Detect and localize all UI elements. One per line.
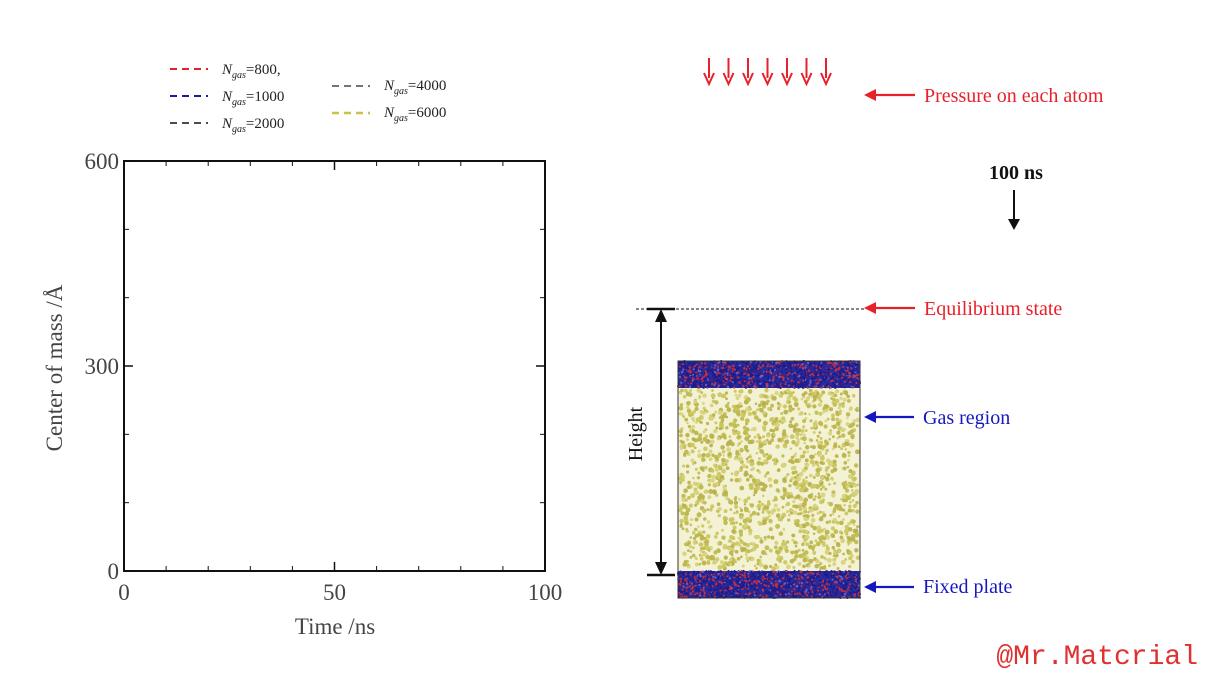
axis-tick-labels: 0 50 100 0 300 600 (85, 149, 563, 605)
equilibrium-pointer-head (864, 302, 876, 314)
legend-label-2: Ngas=1000 (221, 89, 284, 108)
simulation-box-frame (677, 360, 861, 599)
pressure-arrow-icon (761, 58, 774, 87)
pressure-arrow-icon (703, 58, 715, 87)
pressure-arrow-icon (781, 58, 793, 87)
fixed-plate-label: Fixed plate (923, 576, 1013, 598)
legend-label-5: Ngas=6000 (383, 105, 446, 124)
legend-entry-3: Ngas=2000 (170, 116, 284, 135)
bottom-plate-atoms (676, 569, 862, 600)
pressure-arrows (703, 58, 832, 87)
pressure-pointer-head (864, 89, 876, 101)
gas-pointer-head (864, 411, 876, 423)
legend-label-1: Ngas=800, (221, 62, 281, 81)
pressure-annotation: Pressure on each atom (864, 85, 1104, 107)
time-label: 100 ns (989, 162, 1043, 184)
legend-entry-2: Ngas=1000 (170, 89, 284, 108)
gas-annotation: Gas region (864, 407, 1010, 429)
y-tick-label: 0 (108, 559, 120, 584)
legend-label-4: Ngas=4000 (383, 78, 446, 97)
x-tick-label: 50 (323, 580, 346, 605)
y-axis-label: Center of mass /Å (42, 284, 67, 451)
x-tick-label: 0 (118, 580, 130, 605)
gas-particles (677, 387, 861, 571)
plot-frame (123, 160, 546, 572)
pressure-arrow-icon (800, 58, 813, 87)
x-axis-label: Time /ns (295, 614, 375, 639)
down-arrow-icon (1008, 190, 1020, 230)
height-label: Height (625, 406, 647, 461)
pressure-arrow-icon (722, 58, 735, 87)
legend-label-3: Ngas=2000 (221, 116, 284, 135)
y-tick-label: 600 (85, 149, 120, 174)
legend-entry-1: Ngas=800, (170, 62, 281, 81)
legend-entry-5: Ngas=6000 (332, 105, 446, 124)
axis-ticks (123, 160, 546, 572)
x-tick-label: 100 (528, 580, 563, 605)
height-dimension: Height (625, 307, 675, 577)
equilibrium-annotation: Equilibrium state (864, 298, 1062, 320)
equilibrium-label: Equilibrium state (924, 298, 1062, 320)
watermark: @Mr.Matcrial (996, 642, 1198, 673)
pressure-arrow-icon (742, 58, 754, 87)
y-tick-label: 300 (85, 354, 120, 379)
chart-legend: Ngas=800, Ngas=1000 Ngas=2000 Ngas=4000 … (170, 62, 446, 135)
simulation-box (676, 359, 862, 600)
pressure-arrow-icon (820, 58, 832, 87)
pressure-label: Pressure on each atom (924, 85, 1104, 107)
gas-region-label: Gas region (923, 407, 1010, 429)
top-plate-atoms (677, 359, 862, 389)
plate-pointer-head (864, 581, 876, 593)
plate-annotation: Fixed plate (864, 576, 1013, 598)
legend-entry-4: Ngas=4000 (332, 78, 446, 97)
